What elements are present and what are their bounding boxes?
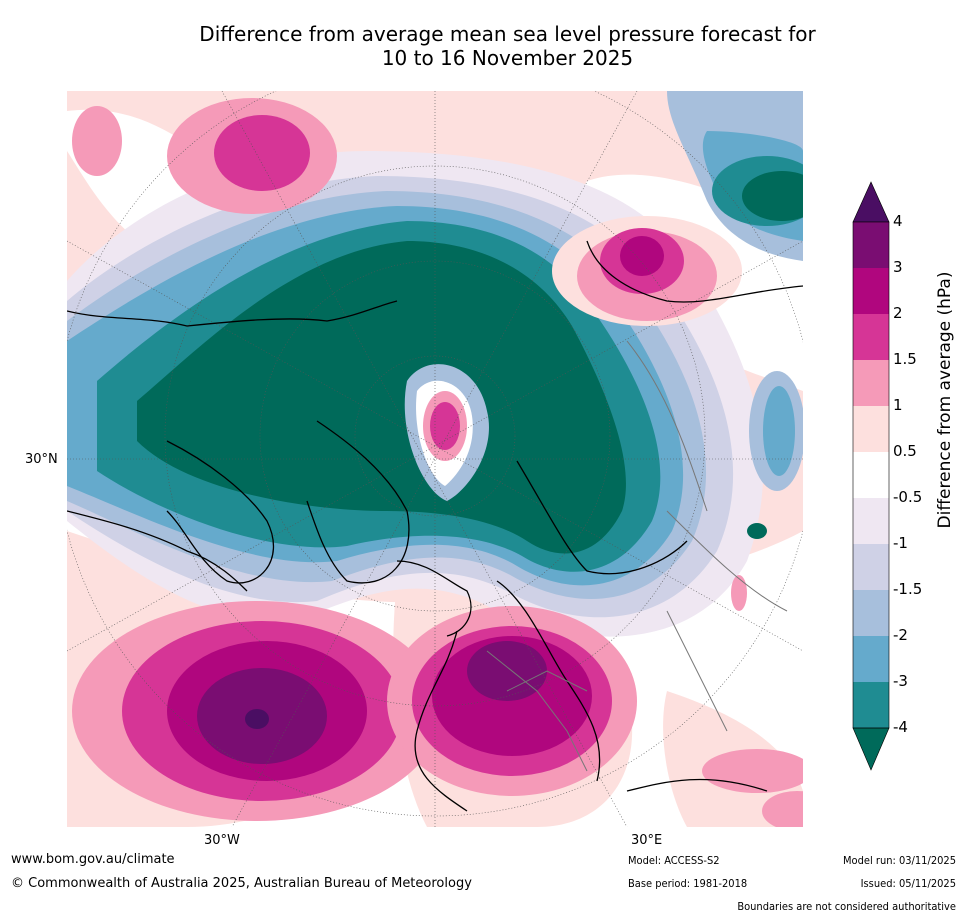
latitude-label: 30°N [25, 452, 58, 467]
colorbar-frame [852, 221, 890, 729]
colorbar-tick-label: 4 [893, 212, 903, 230]
colorbar-swatch [853, 682, 889, 728]
strongest-negative-anomaly [137, 241, 626, 554]
positive-anomaly [620, 236, 664, 276]
colorbar-extend-max [852, 181, 890, 223]
positive-anomaly [214, 115, 310, 191]
colorbar-swatch [853, 406, 889, 452]
colorbar-swatch [853, 498, 889, 544]
strongest-negative-anomaly [747, 523, 767, 539]
colorbar-tick-label: -1 [893, 534, 908, 552]
title-line-2: 10 to 16 November 2025 [381, 46, 634, 70]
country-borders [486, 340, 788, 772]
colorbar-tick-label: -3 [893, 672, 908, 690]
issued-date: Issued: 05/11/2025 [860, 877, 956, 890]
colorbar-swatch [853, 360, 889, 406]
positive-anomaly [731, 575, 747, 611]
colorbar-swatch [853, 544, 889, 590]
positive-anomaly [72, 106, 122, 176]
map-canvas [67, 91, 803, 827]
colorbar-swatch [853, 452, 889, 498]
colorbar-extend-min [852, 727, 890, 771]
positive-anomaly [245, 709, 269, 729]
longitude-label-west: 30°W [204, 833, 240, 848]
website-url[interactable]: www.bom.gov.au/climate [11, 852, 175, 867]
colorbar-tick-label: -1.5 [893, 580, 923, 598]
colorbar-swatch [853, 268, 889, 314]
colorbar-swatch [853, 314, 889, 360]
pressure-anomaly-map [67, 91, 803, 827]
colorbar-tick-label: 1.5 [893, 350, 917, 368]
title-line-1: Difference from average mean sea level p… [199, 22, 816, 46]
boundaries-disclaimer: Boundaries are not considered authoritat… [737, 900, 956, 913]
positive-anomaly [467, 641, 547, 701]
negative-anomaly [763, 386, 795, 476]
colorbar-tick-label: -2 [893, 626, 908, 644]
colorbar-tick-label: 1 [893, 396, 903, 414]
longitude-label-east: 30°E [631, 833, 663, 848]
colorbar [850, 180, 892, 789]
colorbar-tick-label: -4 [893, 718, 908, 736]
colorbar-swatch [853, 636, 889, 682]
colorbar-tick-label: 2 [893, 304, 903, 322]
strongest-negative-anomaly [742, 171, 803, 221]
positive-anomaly [430, 402, 460, 450]
colorbar-swatch [853, 222, 889, 268]
colorbar-swatch [853, 590, 889, 636]
colorbar-graphic [852, 181, 890, 771]
base-period: Base period: 1981-2018 [628, 877, 748, 890]
colorbar-tick-label: 3 [893, 258, 903, 276]
colorbar-tick-label: -0.5 [893, 488, 923, 506]
colorbar-label: Difference from average (hPa) [935, 271, 955, 529]
copyright-text: © Commonwealth of Australia 2025, Austra… [11, 876, 472, 891]
graticule [67, 91, 803, 827]
map-title: Difference from average mean sea level p… [100, 22, 915, 70]
model-name: Model: ACCESS-S2 [628, 854, 720, 867]
positive-anomaly [762, 791, 803, 827]
colorbar-tick-label: 0.5 [893, 442, 917, 460]
model-run-date: Model run: 03/11/2025 [843, 854, 956, 867]
